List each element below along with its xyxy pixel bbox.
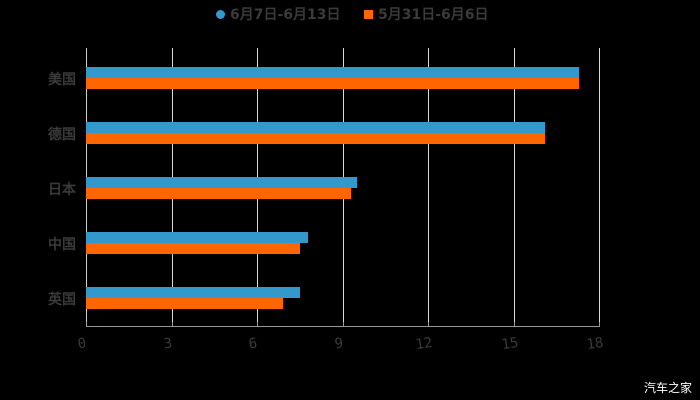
y-tick-label: 中国 [48, 237, 76, 253]
bar[interactable] [86, 122, 545, 133]
bar[interactable] [86, 243, 300, 254]
bar[interactable] [86, 188, 352, 199]
watermark: 汽车之家 [643, 381, 692, 395]
bar[interactable] [86, 298, 283, 309]
gridline [599, 48, 600, 326]
bar[interactable] [86, 287, 300, 298]
bar[interactable] [86, 67, 580, 78]
x-tick-label: 6 [247, 335, 259, 353]
legend-label: 6月7日-6月13日 [230, 7, 341, 23]
gridline [513, 48, 515, 326]
legend-item-series-1[interactable]: 6月7日-6月13日 [216, 4, 341, 24]
x-tick-label: 0 [76, 335, 88, 353]
chart-legend: 6月7日-6月13日 5月31日-6月6日 [0, 4, 700, 24]
y-tick-label: 英国 [48, 292, 76, 308]
x-tick-label: 12 [414, 334, 434, 354]
x-tick [257, 322, 258, 327]
x-tick [599, 322, 600, 327]
x-tick [171, 322, 173, 327]
square-marker-icon [364, 9, 373, 19]
bar[interactable] [86, 133, 545, 144]
x-tick [86, 322, 87, 327]
x-tick [428, 322, 429, 327]
y-tick-label: 日本 [48, 182, 76, 198]
bar[interactable] [86, 78, 580, 89]
legend-item-series-2[interactable]: 5月31日-6月6日 [364, 4, 489, 24]
legend-label: 5月31日-6月6日 [378, 7, 489, 23]
gridline [428, 48, 429, 326]
x-tick-label: 15 [500, 334, 519, 354]
x-axis [86, 322, 600, 327]
x-tick-label: 18 [585, 334, 605, 354]
circle-marker-icon [216, 9, 225, 19]
bar[interactable] [86, 232, 309, 243]
y-tick-label: 德国 [48, 127, 76, 143]
plot-area [86, 48, 600, 326]
x-tick [513, 322, 515, 327]
bar[interactable] [86, 177, 357, 188]
x-tick [342, 322, 344, 327]
x-tick-label: 9 [333, 335, 344, 353]
y-tick-label: 美国 [48, 72, 76, 88]
x-tick-label: 3 [162, 335, 173, 353]
